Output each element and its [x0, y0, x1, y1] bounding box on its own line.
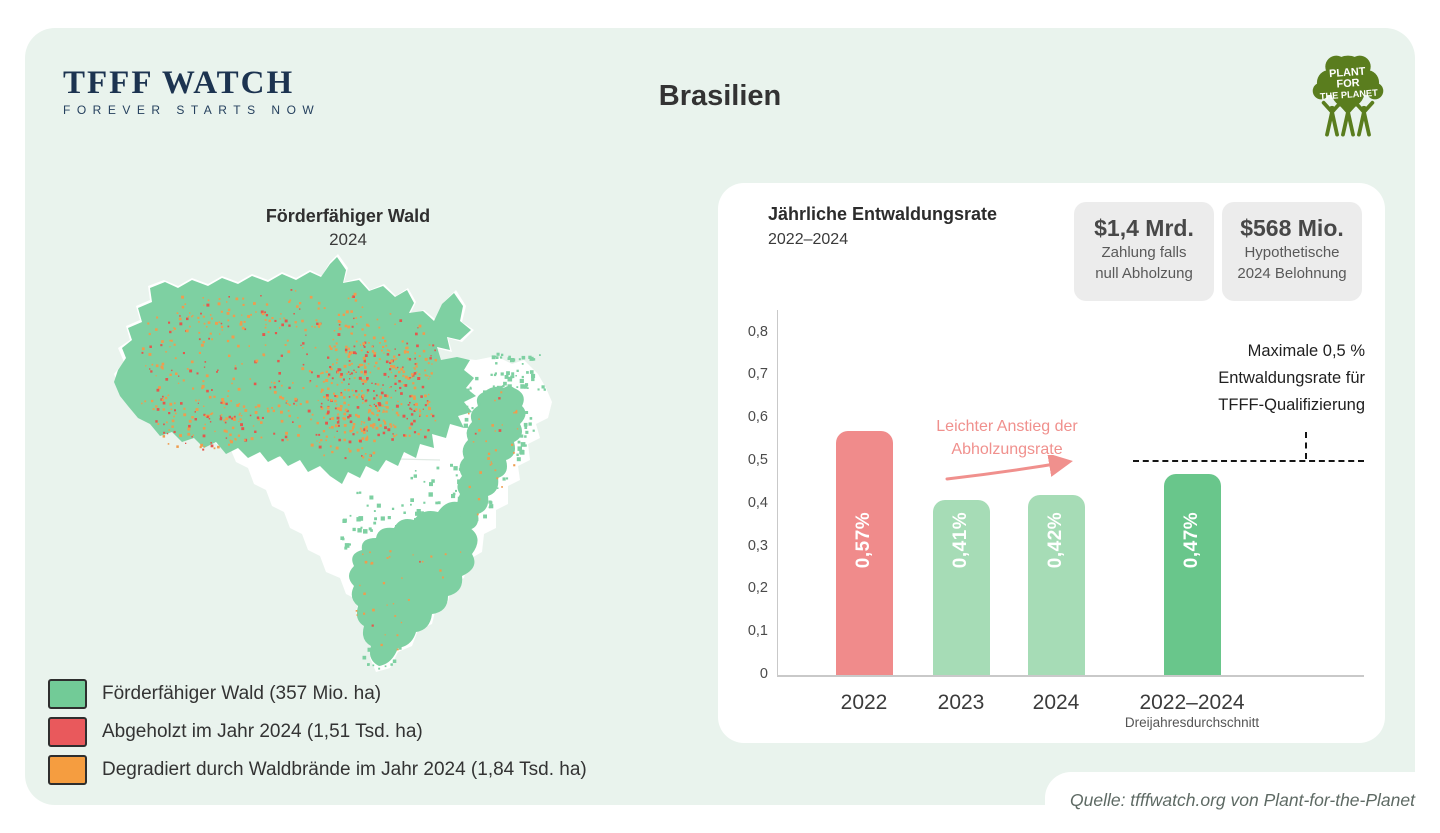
- map-title-block: Förderfähiger Wald 2024: [143, 206, 553, 250]
- tree-crown-text: PLANT FOR THE PLANET: [1320, 66, 1379, 102]
- stat-value-1: $568 Mio.: [1240, 215, 1344, 241]
- threshold-line-2: Entwaldungsrate für: [1218, 369, 1365, 387]
- y-tick-label-0: 0: [759, 666, 768, 682]
- threshold-line-1: Maximale 0,5 %: [1247, 342, 1365, 360]
- y-tick-label-0,4: 0,4: [747, 494, 768, 511]
- bar-value-label-3: 0,47%: [1181, 511, 1202, 569]
- brand-title: TFFF WATCH: [63, 65, 295, 101]
- svg-text:PLANT: PLANT: [1329, 66, 1366, 81]
- bar-value-label-2: 0,42%: [1045, 511, 1066, 569]
- people-icons: [1321, 100, 1375, 137]
- bar-2023: [932, 500, 990, 675]
- legend-item-0: Förderfähiger Wald (357 Mio. ha): [48, 679, 587, 709]
- stat-line-1-1: 2024 Belohnung: [1237, 265, 1347, 282]
- bar-2022–2024: [1163, 474, 1221, 675]
- svg-text:FOR: FOR: [1336, 77, 1360, 91]
- chart-subtitle: 2022–2024: [768, 231, 849, 248]
- threshold-line-3: TFFF-Qualifizierung: [1218, 396, 1365, 414]
- stat-line-0-1: null Abholzung: [1095, 265, 1193, 282]
- y-axis-line: [777, 310, 778, 676]
- tree-crown-icon: [1312, 55, 1384, 108]
- x-axis-line: [777, 675, 1364, 677]
- legend-swatch-2: [48, 755, 87, 785]
- threshold-connector-line: [1305, 432, 1307, 459]
- rise-annotation: Leichter Anstieg der Abholzungsrate: [892, 416, 1122, 461]
- x-tick-label-2: 2024: [1032, 691, 1080, 714]
- y-tick-label-0,7: 0,7: [747, 366, 768, 383]
- svg-text:THE PLANET: THE PLANET: [1320, 88, 1379, 102]
- x-tick-sublabel-3: Dreijahresdurchschnitt: [1124, 715, 1260, 730]
- rise-annotation-line-2: Abholzungsrate: [951, 440, 1063, 458]
- threshold-annotation: Maximale 0,5 % Entwaldungsrate für TFFF-…: [1218, 338, 1365, 419]
- deforestation-speckles: [141, 289, 519, 651]
- legend-label-0: Förderfähiger Wald (357 Mio. ha): [102, 683, 382, 704]
- y-tick-label-0,1: 0,1: [747, 623, 768, 640]
- chart-title: Jährliche Entwaldungsrate: [768, 204, 998, 224]
- legend-item-2: Degradiert durch Waldbrände im Jahr 2024…: [48, 755, 587, 785]
- x-tick-label-0: 2022: [840, 691, 888, 714]
- threshold-dashed-line: [1133, 460, 1364, 462]
- brand-logo: TFFF WATCH FOREVER STARTS NOW: [63, 66, 320, 117]
- y-tick-label-0,2: 0,2: [747, 580, 768, 597]
- legend-swatch-0: [48, 679, 87, 709]
- stat-line-0-0: Zahlung falls: [1101, 244, 1187, 261]
- map-subtitle: 2024: [329, 230, 367, 249]
- stat-value-0: $1,4 Mrd.: [1094, 215, 1194, 241]
- stat-box-0: $1,4 Mrd. Zahlung falls null Abholzung: [1074, 202, 1214, 301]
- rise-annotation-line-1: Leichter Anstieg der: [936, 418, 1078, 435]
- source-text: Quelle: tfffwatch.org von Plant-for-the-…: [1070, 790, 1415, 810]
- y-tick-label-0,3: 0,3: [747, 537, 768, 554]
- bar-2024: [1027, 495, 1085, 675]
- source-box: Quelle: tfffwatch.org von Plant-for-the-…: [1045, 772, 1440, 833]
- page-title: Brasilien: [658, 80, 782, 112]
- rise-arrow-icon: [945, 455, 1073, 481]
- brazil-forest-map: [114, 254, 552, 672]
- legend-label-1: Abgeholzt im Jahr 2024 (1,51 Tsd. ha): [102, 721, 423, 742]
- y-tick-label-0,8: 0,8: [747, 323, 768, 340]
- forest-fragment-dots: [340, 352, 546, 670]
- main-card: TFFF WATCH FOREVER STARTS NOW Brasilien …: [25, 28, 1415, 805]
- legend-swatch-1: [48, 717, 87, 747]
- map-title: Förderfähiger Wald: [265, 206, 431, 226]
- legend-label-2: Degradiert durch Waldbrände im Jahr 2024…: [102, 759, 587, 780]
- map-legend: Förderfähiger Wald (357 Mio. ha) Abgeholz…: [48, 679, 587, 794]
- x-tick-label-1: 2023: [937, 691, 985, 714]
- stat-box-1: $568 Mio. Hypothetische 2024 Belohnung: [1222, 202, 1362, 301]
- bar-value-label-1: 0,41%: [950, 511, 971, 569]
- stat-line-1-0: Hypothetische: [1244, 244, 1340, 261]
- legend-item-1: Abgeholzt im Jahr 2024 (1,51 Tsd. ha): [48, 717, 587, 747]
- brand-tagline: FOREVER STARTS NOW: [63, 103, 321, 117]
- eligible-forest-regions: [114, 257, 526, 666]
- y-tick-label-0,6: 0,6: [747, 409, 768, 426]
- bar-value-label-0: 0,57%: [853, 511, 874, 569]
- x-tick-label-3: 2022–2024: [1139, 691, 1245, 714]
- bar-2022: [835, 431, 893, 675]
- plant-for-the-planet-logo: PLANT FOR THE PLANET: [1312, 55, 1384, 137]
- chart-panel: Jährliche Entwaldungsrate 2022–2024 $1,4…: [718, 183, 1385, 743]
- y-tick-label-0,5: 0,5: [747, 452, 768, 468]
